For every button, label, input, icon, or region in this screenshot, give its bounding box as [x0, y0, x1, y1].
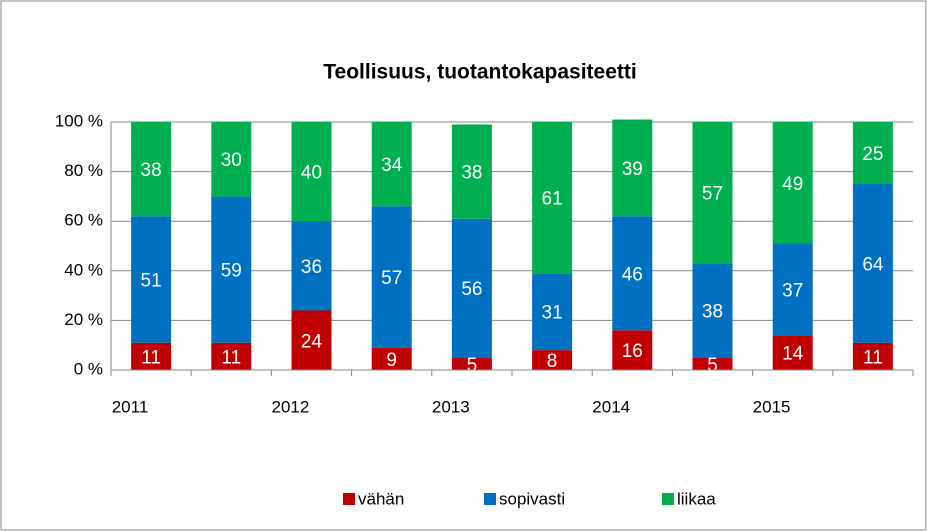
bar-segment — [692, 357, 733, 370]
data-label: 11 — [141, 347, 161, 368]
data-label: 49 — [782, 174, 803, 195]
data-label: 34 — [381, 155, 403, 176]
bar-segment — [532, 122, 573, 274]
y-tick-label: 100 % — [55, 111, 103, 130]
data-label: 57 — [702, 184, 723, 205]
data-label: 25 — [862, 144, 883, 165]
bar-segment — [692, 263, 733, 358]
data-label: 57 — [381, 268, 402, 289]
data-label: 5 — [707, 355, 718, 376]
data-label: 9 — [386, 350, 397, 371]
y-tick-label: 20 % — [64, 310, 103, 329]
data-label: 30 — [221, 150, 242, 171]
bar-segment — [211, 342, 252, 370]
bar-segment — [291, 310, 332, 370]
x-tick-label: 2014 — [592, 397, 630, 416]
data-label: 16 — [622, 341, 643, 362]
legend-swatch — [662, 493, 674, 505]
bar-segment — [772, 335, 813, 370]
data-label: 64 — [862, 254, 884, 275]
data-label: 11 — [863, 347, 883, 368]
data-label: 5 — [467, 355, 478, 376]
bar-segment — [211, 196, 252, 343]
x-tick-label: 2015 — [753, 397, 791, 416]
data-label: 8 — [547, 351, 558, 372]
data-label: 38 — [141, 160, 162, 181]
bar-segment — [211, 122, 252, 197]
bar-segment — [852, 184, 893, 343]
data-label: 51 — [141, 270, 162, 291]
data-label: 61 — [542, 189, 563, 210]
data-label: 36 — [301, 257, 322, 278]
y-tick-label: 60 % — [64, 211, 103, 230]
data-label: 14 — [782, 344, 804, 365]
bar-segment — [532, 273, 573, 351]
y-tick-label: 40 % — [64, 260, 103, 279]
bar-segment — [852, 122, 893, 184]
data-label: 46 — [622, 264, 643, 285]
data-label: 39 — [622, 159, 643, 180]
bar-segment — [772, 243, 813, 336]
legend-swatch — [343, 493, 355, 505]
bar-segment — [131, 216, 172, 343]
bar-segment — [532, 350, 573, 370]
legend-label: sopivasti — [499, 489, 565, 508]
bar-segment — [371, 347, 412, 370]
x-tick-label: 2012 — [271, 397, 309, 416]
bar-segment — [612, 119, 653, 217]
data-label: 56 — [461, 279, 482, 300]
x-tick-label: 2011 — [112, 397, 149, 416]
y-tick-label: 0 % — [74, 359, 103, 378]
data-label: 38 — [461, 163, 482, 184]
bar-segment — [612, 216, 653, 331]
bar-segment — [131, 342, 172, 370]
bar-segment — [291, 122, 332, 222]
bar-segment — [371, 122, 412, 207]
bar-segment — [692, 122, 733, 264]
data-label: 38 — [702, 301, 723, 322]
chart-title: Teollisuus, tuotantokapasiteetti — [323, 61, 636, 84]
bar-segment — [852, 342, 893, 370]
bar-segment — [772, 122, 813, 244]
data-label: 37 — [782, 280, 803, 301]
data-label: 24 — [301, 331, 323, 352]
bar-segment — [371, 206, 412, 348]
data-label: 11 — [221, 347, 241, 368]
bar-segment — [451, 357, 492, 370]
bar-segment — [131, 122, 172, 217]
bar-segment — [451, 124, 492, 219]
bar-segment — [451, 218, 492, 358]
data-label: 31 — [542, 303, 563, 324]
bar-segment — [291, 221, 332, 311]
legend-label: liikaa — [677, 489, 716, 508]
bar-segment — [612, 330, 653, 370]
data-label: 59 — [221, 261, 242, 282]
legend-label: vähän — [358, 489, 404, 508]
x-tick-label: 2013 — [432, 397, 470, 416]
data-label: 40 — [301, 163, 322, 184]
y-tick-label: 80 % — [64, 161, 103, 180]
legend-swatch — [484, 493, 496, 505]
